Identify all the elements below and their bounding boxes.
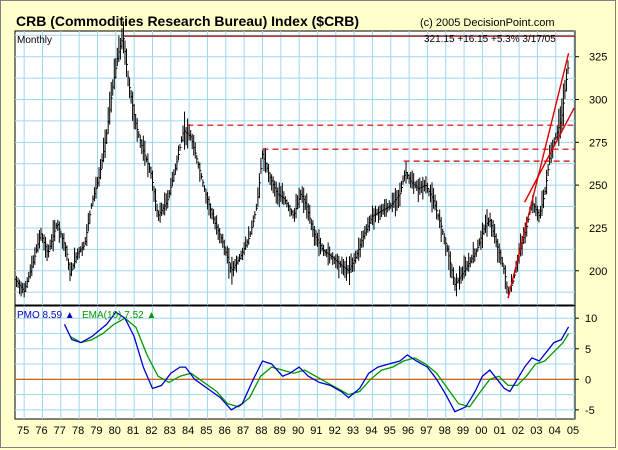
price-y-tick-label: 250	[589, 180, 607, 192]
price-y-tick-label: 225	[589, 223, 607, 235]
channel-line	[523, 107, 575, 203]
price-y-tick-label: 300	[589, 95, 607, 107]
x-tick-label: 94	[365, 425, 377, 437]
x-tick-label: 80	[109, 425, 121, 437]
x-tick-label: 90	[292, 425, 304, 437]
chart-title: CRB (Commodities Research Bureau) Index …	[16, 13, 360, 29]
price-y-tick-label: 275	[589, 137, 607, 149]
x-tick-label: 79	[90, 425, 102, 437]
period-label: Monthly	[17, 35, 52, 46]
pmo-y-tick-label: -5	[585, 405, 595, 417]
ema-legend: EMA(10) 7.52 ▲	[82, 310, 156, 321]
x-tick-label: 04	[549, 425, 561, 437]
x-tick-label: 93	[347, 425, 359, 437]
x-tick-label: 86	[219, 425, 231, 437]
x-tick-label: 96	[402, 425, 414, 437]
x-tick-label: 89	[274, 425, 286, 437]
ema-line	[69, 317, 570, 408]
price-y-tick-label: 325	[589, 52, 607, 64]
x-tick-label: 97	[420, 425, 432, 437]
x-tick-label: 78	[72, 425, 84, 437]
pmo-y-tick-label: 10	[585, 313, 597, 325]
x-tick-label: 98	[439, 425, 451, 437]
x-tick-label: 82	[145, 425, 157, 437]
pmo-line	[63, 311, 570, 413]
x-tick-label: 84	[182, 425, 194, 437]
x-tick-label: 75	[17, 425, 29, 437]
x-tick-label: 00	[475, 425, 487, 437]
pmo-y-tick-label: 5	[585, 344, 591, 356]
pmo-panel	[14, 305, 576, 420]
price-bars	[14, 21, 570, 299]
price-panel	[14, 30, 576, 306]
x-tick-label: 02	[512, 425, 524, 437]
x-tick-label: 01	[494, 425, 506, 437]
x-tick-label: 81	[127, 425, 139, 437]
price-info-readout: 321.15 +16.15 +5.3% 3/17/05	[424, 34, 556, 45]
x-tick-label: 91	[310, 425, 322, 437]
copyright-text: (c) 2005 DecisionPoint.com	[420, 17, 555, 29]
pmo-legend: PMO 8.59 ▲	[17, 310, 75, 321]
price-y-tick-label: 200	[589, 266, 607, 278]
x-tick-label: 87	[237, 425, 249, 437]
pmo-y-tick-label: 0	[585, 374, 591, 386]
x-tick-label: 05	[567, 425, 579, 437]
x-tick-label: 95	[384, 425, 396, 437]
x-tick-label: 88	[255, 425, 267, 437]
x-tick-label: 85	[200, 425, 212, 437]
x-tick-label: 03	[530, 425, 542, 437]
x-tick-label: 76	[35, 425, 47, 437]
x-tick-label: 92	[329, 425, 341, 437]
x-tick-label: 99	[457, 425, 469, 437]
x-tick-label: 83	[164, 425, 176, 437]
x-tick-label: 77	[54, 425, 66, 437]
